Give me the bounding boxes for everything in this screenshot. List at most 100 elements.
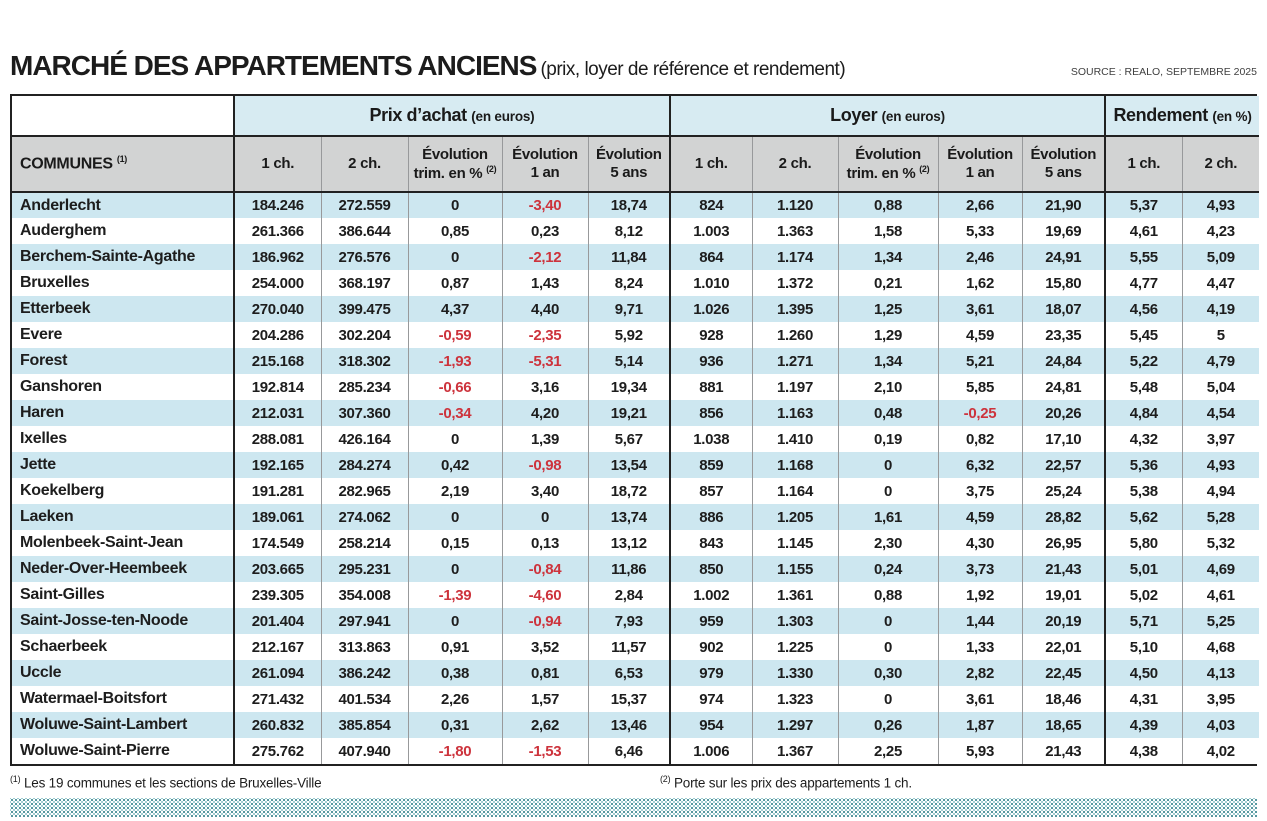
value-cell: 5,21 [937, 348, 1023, 374]
table-row: Etterbeek 270.040 399.475 4,37 4,40 9,71 1.026… [12, 296, 1260, 322]
value-cell: 5,10 [1104, 634, 1183, 660]
value-cell: 1.372 [751, 270, 839, 296]
value-cell: 0 [407, 608, 502, 634]
communes-footnote-marker: (1) [116, 153, 127, 164]
value-cell: 1.260 [751, 322, 839, 348]
table-body: Anderlecht 184.246 272.559 0 -3,40 18,74 824 1.… [12, 192, 1260, 764]
value-cell: 1,34 [837, 244, 939, 270]
commune-name-cell: Koekelberg [20, 482, 105, 499]
value-cell: 1.145 [751, 530, 839, 556]
value-cell: 0,19 [837, 426, 939, 452]
value-cell: 23,35 [1021, 322, 1106, 348]
value-cell: 1.303 [751, 608, 839, 634]
value-cell: 4,13 [1181, 660, 1260, 686]
title-block: MARCHÉ DES APPARTEMENTS ANCIENS (prix, lo… [10, 50, 846, 82]
value-cell: 201.404 [233, 608, 321, 634]
value-cell: 1,58 [837, 218, 939, 244]
value-cell: 2,84 [587, 582, 671, 608]
value-cell: -1,53 [501, 738, 588, 764]
value-cell: 4,20 [501, 400, 588, 426]
value-cell: 11,84 [587, 244, 671, 270]
footnote-1: (1) Les 19 communes et les sections de B… [10, 774, 322, 791]
value-cell: 1.038 [669, 426, 753, 452]
value-cell: 1.164 [751, 478, 839, 504]
value-cell: 18,74 [587, 192, 671, 218]
table-row: Koekelberg 191.281 282.965 2,19 3,40 18,72 857… [12, 478, 1260, 504]
table-row: Neder-Over-Heembeek 203.665 295.231 0 -0,84 1… [12, 556, 1260, 582]
value-cell: 11,86 [587, 556, 671, 582]
value-cell: 1.026 [669, 296, 753, 322]
column-header: 1 ch. [669, 136, 753, 193]
value-cell: 5,09 [1181, 244, 1260, 270]
value-cell: 974 [669, 686, 753, 712]
column-header: 1 ch. [1104, 136, 1183, 193]
value-cell: 282.965 [320, 478, 408, 504]
value-cell: 13,12 [587, 530, 671, 556]
table-row: Ganshoren 192.814 285.234 -0,66 3,16 19,34 881… [12, 374, 1260, 400]
column-header: 2 ch. [320, 136, 408, 193]
value-cell: -0,98 [501, 452, 588, 478]
group-header-row: Prix d’achat (en euros) Loyer (en euros)… [12, 96, 1260, 137]
value-cell: 1,62 [937, 270, 1023, 296]
value-cell: 184.246 [233, 192, 321, 218]
value-cell: 5,25 [1181, 608, 1260, 634]
value-cell: 4,32 [1104, 426, 1183, 452]
value-cell: -0,94 [501, 608, 588, 634]
commune-name-cell: Neder-Over-Heembeek [20, 560, 187, 577]
value-cell: 212.167 [233, 634, 321, 660]
value-cell: 5,01 [1104, 556, 1183, 582]
value-cell: 1.120 [751, 192, 839, 218]
group-unit: (en %) [1212, 109, 1252, 124]
commune-name-cell: Jette [20, 456, 56, 473]
title-bar: MARCHÉ DES APPARTEMENTS ANCIENS (prix, lo… [10, 46, 1257, 82]
value-cell: 0,87 [407, 270, 502, 296]
value-cell: 4,69 [1181, 556, 1260, 582]
value-cell: 0 [837, 686, 939, 712]
value-cell: 4,84 [1104, 400, 1183, 426]
value-cell: 174.549 [233, 530, 321, 556]
value-cell: 0,91 [407, 634, 502, 660]
corner-cell [12, 96, 234, 137]
value-cell: 20,19 [1021, 608, 1106, 634]
value-cell: -1,93 [407, 348, 502, 374]
value-cell: 5,45 [1104, 322, 1183, 348]
value-cell: 1.410 [751, 426, 839, 452]
value-cell: 3,95 [1181, 686, 1260, 712]
value-cell: 13,74 [587, 504, 671, 530]
value-cell: 4,59 [937, 322, 1023, 348]
value-cell: 1,87 [937, 712, 1023, 738]
value-cell: 5,85 [937, 374, 1023, 400]
value-cell: 5,32 [1181, 530, 1260, 556]
value-cell: 0 [837, 478, 939, 504]
value-cell: 5,93 [937, 738, 1023, 764]
value-cell: 5,37 [1104, 192, 1183, 218]
value-cell: 4,59 [937, 504, 1023, 530]
value-cell: 9,71 [587, 296, 671, 322]
value-cell: -5,31 [501, 348, 588, 374]
value-cell: 859 [669, 452, 753, 478]
value-cell: 4,94 [1181, 478, 1260, 504]
value-cell: 26,95 [1021, 530, 1106, 556]
value-cell: 4,79 [1181, 348, 1260, 374]
value-cell: 5,55 [1104, 244, 1183, 270]
value-cell: 0,42 [407, 452, 502, 478]
value-cell: 4,23 [1181, 218, 1260, 244]
group-label: Rendement [1113, 105, 1208, 125]
column-header: 2 ch. [1181, 136, 1260, 193]
column-header-row: COMMUNES (1) 1 ch. 2 ch. Évolution trim. en… [12, 136, 1260, 193]
value-cell: 426.164 [320, 426, 408, 452]
value-cell: 954 [669, 712, 753, 738]
value-cell: 254.000 [233, 270, 321, 296]
value-cell: 1,57 [501, 686, 588, 712]
value-cell: 28,82 [1021, 504, 1106, 530]
table-row: Bruxelles 254.000 368.197 0,87 1,43 8,24 1.010… [12, 270, 1260, 296]
value-cell: -0,59 [407, 322, 502, 348]
value-cell: 239.305 [233, 582, 321, 608]
table-row: Anderlecht 184.246 272.559 0 -3,40 18,74 824 1.… [12, 192, 1260, 218]
value-cell: 0 [837, 608, 939, 634]
value-cell: 1.163 [751, 400, 839, 426]
value-cell: 272.559 [320, 192, 408, 218]
value-cell: 399.475 [320, 296, 408, 322]
value-cell: 0 [501, 504, 588, 530]
